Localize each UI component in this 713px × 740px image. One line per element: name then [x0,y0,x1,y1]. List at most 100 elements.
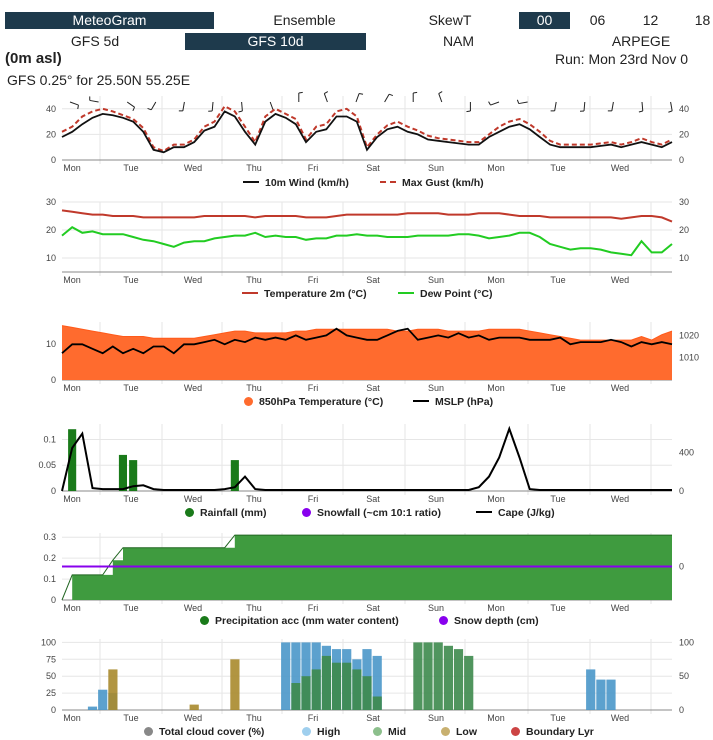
legend-wind[interactable]: 10m Wind (km/h) [243,177,349,189]
legend-cape[interactable]: Cape (J/kg) [476,507,555,519]
tab-nam[interactable]: NAM [366,33,551,50]
y-tick-label: 0 [51,375,56,385]
day-label: Tue [123,603,138,613]
tab-ensemble[interactable]: Ensemble [213,12,396,29]
day-label: Mon [63,494,81,504]
mid-cloud-bar [322,656,331,710]
wind-barb [555,102,557,111]
wind-barb [183,102,185,111]
day-label: Thu [246,494,262,504]
wind-barb [491,102,499,105]
day-label: Fri [308,383,319,393]
day-label: Thu [246,603,262,613]
day-label: Wed [611,383,629,393]
day-label: Wed [184,163,202,173]
y2-tick-label: 40 [679,104,689,114]
day-label: Fri [308,603,319,613]
day-label: Fri [308,713,319,723]
wind-barb-flag [389,94,393,95]
run-06[interactable]: 06 [575,12,620,29]
y-tick-label: 40 [46,104,56,114]
day-label: Sat [366,713,380,723]
day-label: Tue [123,163,138,173]
tab-gfs-5d[interactable]: GFS 5d [5,33,185,50]
wind-barb [612,102,614,111]
y-tick-label: 10 [46,253,56,263]
low-cloud-bar [108,669,117,710]
high-cloud-bar [88,707,97,710]
legend-snowfall[interactable]: Snowfall (~cm 10:1 ratio) [302,507,441,519]
legend-mid-cloud[interactable]: Mid [373,726,406,738]
pressure-legend: 850hPa Temperature (°C) MSLP (hPa) [0,396,713,410]
legend-rainfall[interactable]: Rainfall (mm) [185,507,267,519]
mid-cloud-bar [413,642,422,710]
wind-barb [385,94,390,102]
legend-precip-acc[interactable]: Precipitation acc (mm water content) [200,615,399,627]
legend-gust[interactable]: Max Gust (km/h) [380,177,484,189]
day-label: Thu [246,163,262,173]
legend-dewpoint[interactable]: Dew Point (°C) [398,288,492,300]
rain-legend: Rainfall (mm) Snowfall (~cm 10:1 ratio) … [0,507,713,521]
wind-barb-flag [299,92,303,93]
legend-total-cloud[interactable]: Total cloud cover (%) [144,726,264,738]
y2-tick-label: 0 [679,705,684,715]
y-tick-label: 50 [46,671,56,681]
wind-barb-flag [413,92,417,93]
day-label: Mon [487,383,505,393]
legend-snow-depth[interactable]: Snow depth (cm) [439,615,539,627]
dewpoint-line [62,227,672,255]
legend-mslp[interactable]: MSLP (hPa) [413,396,493,408]
low-cloud-bar [230,659,239,710]
temperature-line [62,210,672,221]
y2-tick-label: 0 [679,486,684,496]
mid-cloud-bar [464,656,473,710]
tab-meteogram[interactable]: MeteoGram [5,12,214,29]
day-label: Thu [246,383,262,393]
location-label: GFS 0.25° for 25.50N 55.25E [7,72,190,88]
y-tick-label: 0 [51,595,56,605]
day-label: Fri [308,163,319,173]
run-12[interactable]: 12 [628,12,673,29]
mid-cloud-bar [434,642,443,710]
y2-tick-label: 400 [679,448,694,458]
tab-arpege[interactable]: ARPEGE [551,33,713,50]
mid-cloud-bar [312,669,321,710]
high-cloud-bar [606,680,615,710]
wind-legend: 10m Wind (km/h) Max Gust (km/h) [0,177,713,191]
mid-cloud-bar [444,646,453,710]
day-label: Wed [611,494,629,504]
wind-barb-flag [489,102,491,105]
day-label: Tue [550,383,565,393]
day-label: Fri [308,494,319,504]
day-label: Sat [366,275,380,285]
day-label: Mon [63,163,81,173]
legend-t850[interactable]: 850hPa Temperature (°C) [244,396,383,408]
legend-temperature[interactable]: Temperature 2m (°C) [242,288,367,300]
y-tick-label: 0.1 [43,434,56,444]
day-label: Mon [487,163,505,173]
day-label: Mon [63,275,81,285]
day-label: Tue [123,275,138,285]
wind-barb [439,94,442,102]
wind-barb-flag [78,105,79,109]
legend-boundary-cloud[interactable]: Boundary Lyr [511,726,594,738]
high-cloud-bar [596,680,605,710]
day-label: Sat [366,383,380,393]
wind-barb [90,100,99,102]
day-label: Mon [63,383,81,393]
day-label: Thu [246,275,262,285]
legend-low-cloud[interactable]: Low [441,726,477,738]
wind-barb [584,102,585,111]
y-tick-label: 0.1 [43,574,56,584]
wind-barb-flag [439,92,442,94]
wind-barb [642,102,643,111]
day-label: Sat [366,494,380,504]
run-00[interactable]: 00 [519,12,570,29]
legend-high-cloud[interactable]: High [302,726,340,738]
day-label: Tue [123,494,138,504]
tab-skewt[interactable]: SkewT [395,12,505,29]
run-18[interactable]: 18 [680,12,713,29]
tab-gfs-10d[interactable]: GFS 10d [185,33,366,50]
y2-tick-label: 10 [679,253,689,263]
